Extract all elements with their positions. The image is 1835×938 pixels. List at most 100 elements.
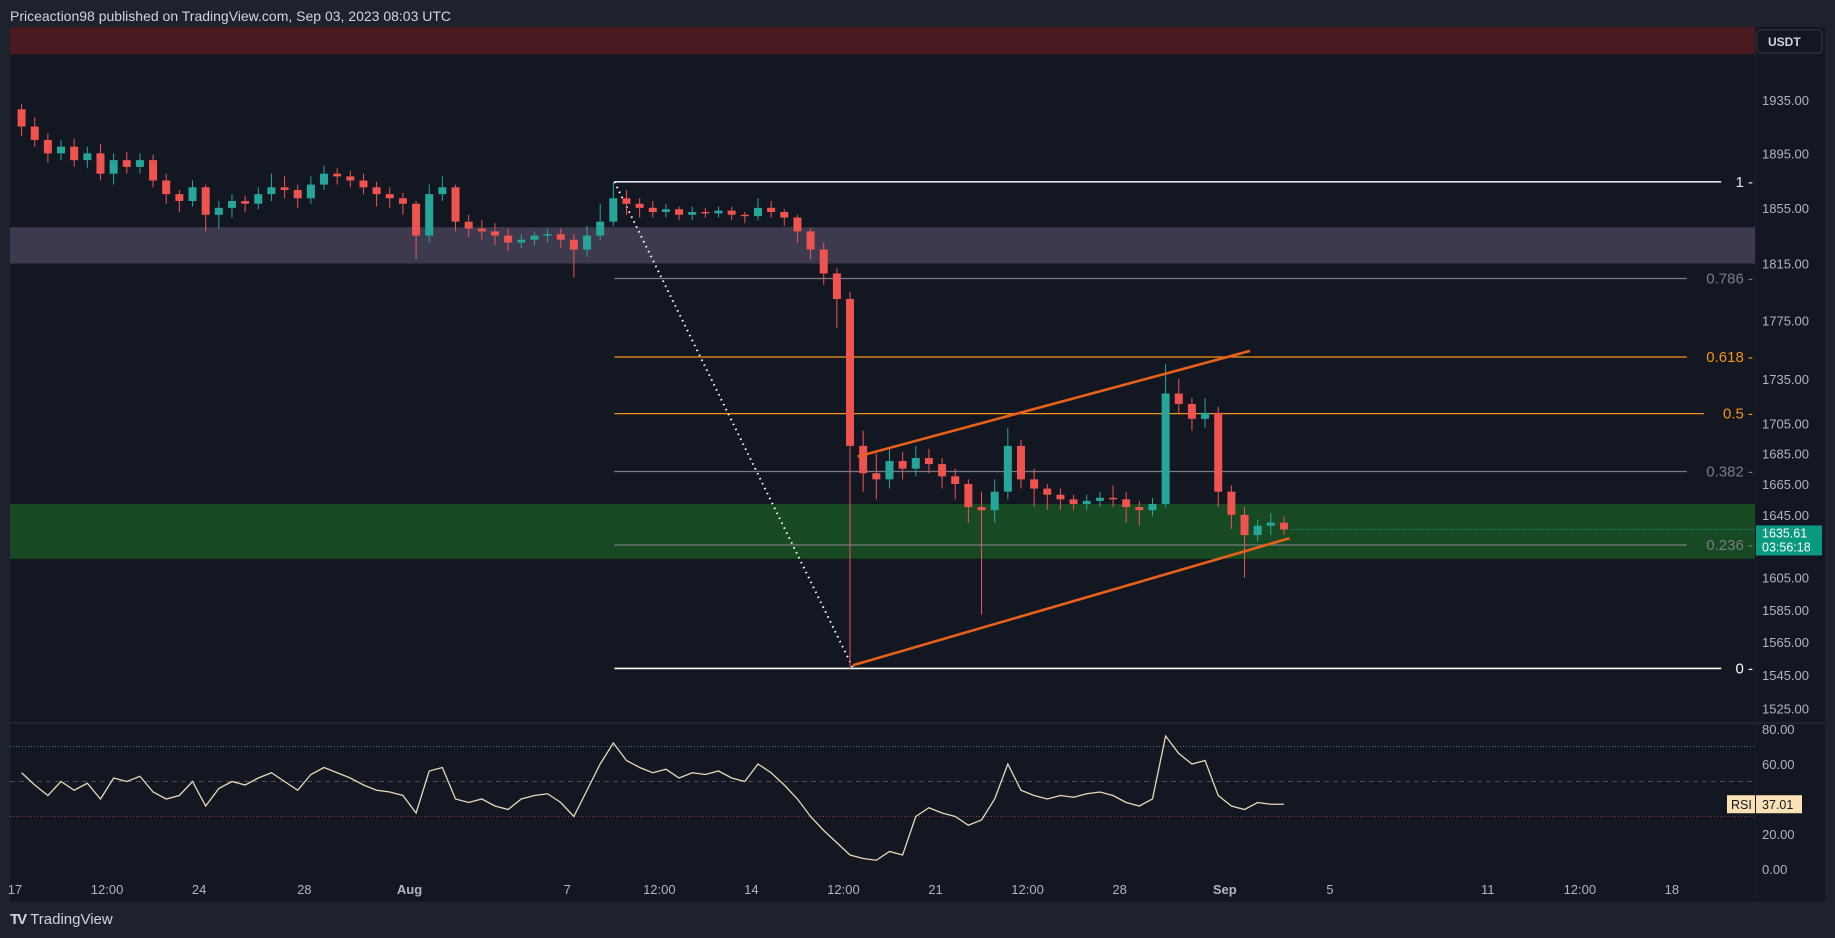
candle-body	[504, 235, 513, 243]
candle	[30, 117, 39, 147]
candle-body	[1279, 522, 1288, 530]
time-tick-label: 24	[192, 882, 206, 897]
rsi-line	[21, 734, 1284, 861]
time-tick-label: 12:00	[1011, 882, 1044, 897]
channel-lines[interactable]	[852, 349, 1290, 667]
candle-body	[661, 209, 670, 213]
candle	[964, 479, 973, 523]
fib-level-label: 0 -	[1735, 660, 1753, 677]
time-tick-label: 7	[564, 882, 571, 897]
candle	[911, 445, 920, 477]
candle-body	[30, 126, 39, 140]
candle	[254, 187, 263, 210]
candle	[425, 184, 434, 243]
candle	[1030, 468, 1039, 508]
candle	[135, 153, 144, 174]
candle	[96, 143, 105, 181]
candle	[793, 214, 802, 243]
candle-body	[1161, 393, 1170, 504]
candle	[477, 220, 486, 240]
candle-body	[83, 153, 92, 161]
candle	[188, 180, 197, 207]
candle-body	[1201, 412, 1210, 419]
candle	[1043, 483, 1052, 511]
publish-header: Priceaction98 published on TradingView.c…	[10, 8, 452, 24]
fib-level-label: 0.236 -	[1706, 537, 1753, 554]
fib-retracement[interactable]: 1 - 0.786 - 0.618 - 0.5 - 0.382 - 0.236 - 0 -	[613, 174, 1753, 678]
candle-body	[359, 180, 368, 188]
candle-body	[1056, 494, 1065, 500]
zone-supply	[10, 227, 1755, 264]
candle-body	[990, 491, 999, 511]
zones-layer	[10, 27, 1755, 559]
candle	[990, 479, 999, 523]
candle	[464, 214, 473, 237]
candle	[938, 458, 947, 489]
candle	[898, 451, 907, 480]
price-tick-label: 1565.00	[1762, 635, 1809, 650]
fib-trend-line	[613, 181, 855, 669]
candle-body	[70, 146, 79, 161]
candle	[609, 181, 618, 226]
candle	[1253, 519, 1262, 542]
candle-body	[1135, 507, 1144, 511]
candle	[1056, 488, 1065, 511]
candle-body	[346, 176, 355, 181]
candle-body	[1003, 445, 1012, 492]
candle	[583, 225, 592, 257]
footer-branding[interactable]: TV TradingView	[10, 911, 113, 928]
candle-body	[149, 160, 158, 181]
candle-body	[964, 483, 973, 508]
candle-body	[583, 235, 592, 250]
candle-body	[1148, 503, 1157, 511]
candle	[43, 133, 52, 163]
rsi-tick-label: 80.00	[1762, 722, 1795, 737]
fib-level-label: 0.382 -	[1706, 463, 1753, 480]
time-tick-label: 11	[1481, 882, 1495, 897]
price-tick-label: 1815.00	[1762, 257, 1809, 272]
candle-body	[819, 249, 828, 274]
candle-body	[530, 235, 539, 240]
candle-body	[17, 109, 26, 127]
candle	[1279, 516, 1288, 536]
time-tick-label: Aug	[397, 882, 422, 897]
zone-support	[10, 503, 1755, 559]
currency-button[interactable]: USDT	[1756, 29, 1823, 54]
price-tick-label: 1585.00	[1762, 603, 1809, 618]
rsi-tick-label: 20.00	[1762, 827, 1795, 842]
candle	[1135, 500, 1144, 526]
candle-body	[241, 201, 250, 204]
candle-body	[425, 194, 434, 236]
rsi-tick-label: 60.00	[1762, 757, 1795, 772]
candle	[241, 195, 250, 213]
price-tick-label: 1685.00	[1762, 446, 1809, 461]
candle-body	[543, 234, 552, 236]
candle	[306, 176, 315, 204]
price-tick-label: 1645.00	[1762, 508, 1809, 523]
candle-body	[1122, 499, 1131, 508]
candle	[977, 491, 986, 615]
candle	[924, 448, 933, 474]
candle-body	[1043, 488, 1052, 495]
price-axis[interactable]: 1935.00 1895.00 1855.00 1815.00 1775.00 1735.…	[1762, 93, 1809, 716]
candle	[438, 176, 447, 202]
candle	[1109, 485, 1118, 508]
candle	[780, 209, 789, 226]
candle	[753, 198, 762, 221]
candle	[740, 212, 749, 224]
candle	[372, 181, 381, 207]
candle	[951, 468, 960, 500]
zone-resistance-top	[10, 27, 1755, 55]
candle-body	[1095, 497, 1104, 501]
candle-body	[675, 209, 684, 215]
candle	[280, 176, 289, 199]
candle-body	[372, 187, 381, 195]
candle-body	[464, 221, 473, 229]
time-tick-label: 28	[297, 882, 311, 897]
candle	[227, 194, 236, 218]
tradingview-logo-icon: TV	[10, 911, 27, 928]
time-axis[interactable]: 17 12:00 24 28 Aug 7 12:00 14 12:00 21 12:00 28 Sep 5…	[8, 882, 1679, 897]
candle-body	[280, 187, 289, 191]
candle	[622, 190, 631, 215]
